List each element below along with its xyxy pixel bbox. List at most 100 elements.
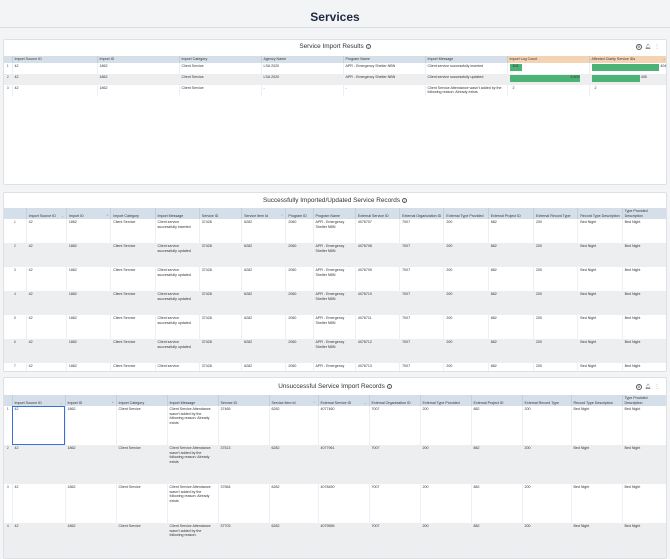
table-cell[interactable]: Client Service Attendance wasn't added b… (167, 406, 219, 446)
table-cell[interactable]: 200 (420, 484, 472, 524)
table-cell[interactable]: 4078450 (318, 484, 370, 524)
table-cell[interactable]: 4076712 (355, 339, 401, 364)
column-header[interactable]: Record Type Description (571, 395, 623, 407)
table-cell[interactable]: 4076711 (355, 315, 401, 340)
table-cell[interactable]: LSA 2020 (261, 73, 344, 85)
bar-cell[interactable]: 404 (589, 62, 666, 74)
column-header[interactable]: Program ID (285, 208, 314, 220)
table-cell[interactable]: Client Service (179, 62, 262, 74)
table-cell[interactable]: 42 (12, 484, 66, 524)
table-cell[interactable]: 42 (12, 73, 98, 85)
table-cell[interactable]: 200 (443, 219, 489, 244)
table-cell[interactable]: 2060 (285, 267, 314, 292)
table-row[interactable]: 2 42 1862 Client Service Client service succ… (4, 243, 666, 268)
table-cell[interactable]: 42 (26, 243, 67, 268)
table-cell[interactable]: 6282 (269, 484, 319, 524)
table-cell[interactable]: Client Service (110, 219, 156, 244)
table-cell[interactable]: 200 (533, 291, 579, 316)
table-cell[interactable]: 6282 (241, 291, 287, 316)
table-cell[interactable]: 200 (533, 315, 579, 340)
table-cell[interactable]: 200 (443, 315, 489, 340)
table-cell[interactable]: 200 (533, 267, 579, 292)
column-header[interactable]: External Organization ID (399, 208, 445, 220)
table-row[interactable]: 3 42 1862 Client Service Client Service Atte… (4, 484, 666, 524)
table-cell[interactable]: 200 (443, 243, 489, 268)
table-cell[interactable]: 7007 (369, 445, 421, 485)
column-header[interactable]: Type Provided Description (622, 395, 666, 407)
table-cell[interactable]: 4076713 (355, 363, 401, 371)
table-cell[interactable]: 1862 (66, 339, 112, 364)
bar-cell[interactable]: 405 (589, 73, 666, 85)
column-header[interactable]: Service Item Id ⌃ (241, 208, 287, 220)
table-cell[interactable]: 42 (26, 339, 67, 364)
column-header[interactable]: External Record Type (522, 395, 572, 407)
table-cell[interactable]: Client service successfully inserted (425, 62, 508, 74)
table-cell[interactable]: Client Service (110, 267, 156, 292)
table-cell[interactable]: 200 (533, 219, 579, 244)
column-header[interactable]: Import Message (425, 56, 508, 63)
table-row[interactable]: 2 42 1862 Client Service LSA 2020 APR - Emerg… (4, 73, 666, 85)
table-cell[interactable]: 1862 (65, 445, 117, 485)
info-icon[interactable]: i (386, 383, 392, 389)
table-cell[interactable]: 7007 (399, 363, 445, 371)
column-header[interactable]: Import Log Count (507, 56, 590, 63)
table-cell[interactable]: Client Service Attendance wasn't added b… (167, 523, 219, 558)
table-cell[interactable]: - (261, 84, 344, 96)
table-cell[interactable]: 2060 (285, 219, 314, 244)
table-cell[interactable]: Client service successfully inserted (155, 219, 200, 244)
table-cell[interactable]: 1862 (97, 73, 180, 85)
table-cell[interactable]: Client Service (110, 243, 156, 268)
column-header[interactable]: Affected Clarity Service IDs ⌄ (589, 56, 666, 63)
table-cell[interactable]: 882 (471, 484, 523, 524)
table-cell[interactable]: 6282 (241, 315, 287, 340)
bell-icon[interactable]: 🔔︎ (645, 384, 652, 390)
table-cell[interactable]: Bed Night (571, 445, 623, 485)
table-cell[interactable]: 37428 (199, 291, 243, 316)
column-header[interactable]: Service Item Id ⌃ (269, 395, 319, 407)
table-cell[interactable]: Client Service (110, 315, 156, 340)
table-cell[interactable]: Client Service Attendance wasn't added b… (167, 484, 219, 524)
table-cell[interactable]: 200 (522, 406, 572, 446)
table-cell[interactable]: 37703 (218, 523, 270, 558)
table-cell[interactable]: 882 (488, 267, 535, 292)
table-cell[interactable]: 200 (443, 363, 489, 371)
column-header[interactable]: Import Message (167, 395, 219, 407)
table-cell[interactable]: 37465 (218, 406, 270, 446)
table-cell[interactable]: Client Service (110, 339, 156, 364)
table-cell[interactable]: 1862 (65, 406, 117, 446)
table-cell[interactable]: 37428 (199, 267, 243, 292)
column-header[interactable]: Import ID ^ (66, 208, 112, 220)
sort-icon[interactable]: ^ (112, 400, 114, 405)
column-header[interactable]: External Project ID (488, 208, 535, 220)
table-cell[interactable]: APR - Emergency Shelter NBN (343, 73, 426, 85)
bar-cell[interactable]: 2 (589, 84, 666, 96)
table-cell[interactable]: 6282 (269, 523, 319, 558)
table-cell[interactable]: Bed Night (577, 267, 623, 292)
table-cell[interactable]: Bed Night (577, 363, 623, 371)
bell-icon[interactable]: 🔔︎ (645, 44, 652, 50)
column-header[interactable]: External Service ID (355, 208, 401, 220)
table-cell[interactable]: Bed Night (622, 315, 666, 340)
table-cell[interactable]: 1862 (97, 84, 180, 96)
table-cell[interactable]: APR - Emergency (313, 363, 356, 371)
table-cell[interactable]: 882 (488, 219, 535, 244)
table-row[interactable]: 4 42 1862 Client Service Client service succ… (4, 291, 666, 316)
table-cell[interactable]: 7007 (399, 219, 445, 244)
table-cell[interactable]: 7007 (399, 315, 445, 340)
table-cell[interactable]: Bed Night (622, 339, 666, 364)
table-cell[interactable]: 882 (488, 291, 535, 316)
column-header[interactable]: Service ID (199, 208, 243, 220)
table-cell[interactable]: Client Service Attendance wasn't added b… (167, 445, 219, 485)
table-cell[interactable]: 4076707 (355, 219, 401, 244)
sort-icon[interactable]: ⌄ (59, 400, 63, 405)
table-cell[interactable]: 7007 (369, 406, 421, 446)
bar-cell[interactable]: 5,509 (507, 73, 590, 85)
table-cell[interactable]: Client service (155, 363, 200, 371)
table-cell[interactable]: APR - Emergency Shelter NBN (313, 291, 356, 316)
column-header[interactable]: External Project ID (471, 395, 523, 407)
column-header[interactable]: Service ID (218, 395, 270, 407)
column-header[interactable]: Import Category (179, 56, 262, 63)
table-cell[interactable]: 200 (522, 523, 572, 558)
table-cell[interactable]: 7007 (399, 243, 445, 268)
table-cell[interactable]: 200 (443, 267, 489, 292)
